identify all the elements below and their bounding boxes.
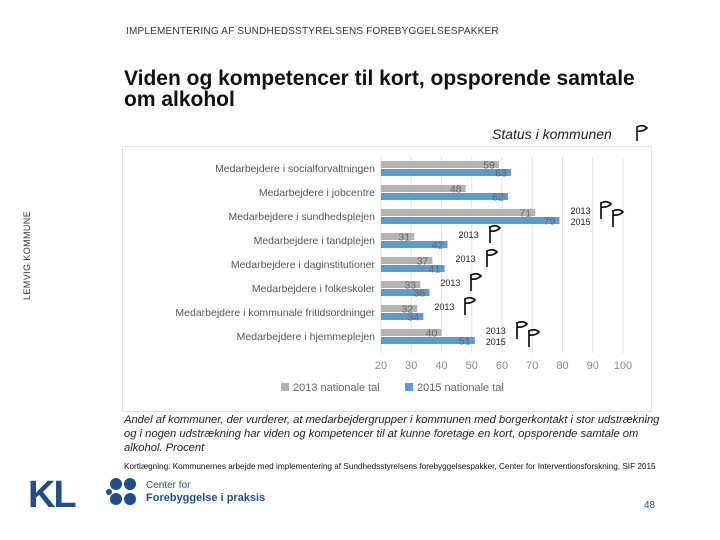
data-label: 79 [544,216,556,228]
x-tick-label: 60 [496,360,508,372]
year-marker-line: 2013 [458,230,479,240]
bar-2013 [381,209,536,216]
year-marker-text: 2013 [459,230,479,241]
data-label: 48 [450,184,462,196]
bar-2015 [381,313,424,320]
kl-logo: KL [28,474,77,516]
year-marker-line: 2013 [570,206,591,216]
legend-label: 2013 nationale tal [293,382,380,394]
bar-2015 [381,289,430,296]
year-marker-text: 2013 [434,302,454,313]
category-label: Medarbejdere i jobcentre [259,187,375,199]
data-label: 40 [426,328,438,340]
bar-2015 [381,217,560,224]
data-label: 33 [404,280,416,292]
legend-swatch [281,383,289,391]
x-tick-label: 20 [375,360,387,372]
x-tick-label: 100 [614,360,632,372]
data-label: 36 [414,288,426,300]
category-label: Medarbejdere i tandplejen [254,235,376,247]
status-label: Status i kommunen [492,126,612,142]
data-label: 31 [398,232,410,244]
category-label: Medarbejdere i socialforvaltningen [215,163,375,175]
flag-icon [487,224,503,249]
category-label: Medarbejdere i sundhedsplejen [228,211,375,223]
year-marker-line: 2013 [434,302,455,312]
logo-line-2: Forebyggelse i praksis [146,492,266,504]
data-label: 71 [519,208,531,220]
flag-icon [634,124,650,147]
bar-chart: 20 30 40 50 60 70 80 90 100 Medarbejdere i social… [175,157,632,394]
flag-icon [468,272,484,297]
year-marker-text: 2013 [440,278,460,289]
source-note: Kortlægning: Kommunernes arbejde med imp… [124,462,656,471]
x-tick-label: 50 [466,360,478,372]
flag-icon [514,320,530,345]
data-label: 59 [483,160,495,172]
bar-2013 [381,305,418,312]
clover-logo-icon [106,476,142,515]
bar-2013 [381,161,499,168]
center-logo-text: Center for Forebyggelse i praksis [146,480,265,504]
municipality-label: LEMVIG KOMMUNE [22,210,32,300]
category-label: Medarbejdere i hjemmeplejen [237,331,375,343]
data-label: 63 [495,168,507,180]
category-label: Medarbejdere i daginstitutioner [231,259,376,271]
data-label: 37 [417,256,429,268]
x-tick-label: 30 [405,360,417,372]
flag-icon [526,328,542,353]
year-marker-line: 2013 [440,278,461,288]
x-tick-label: 70 [526,360,538,372]
year-marker-text: 2013 [456,254,476,265]
data-label: 42 [432,240,444,252]
legend-label: 2015 nationale tal [417,382,504,394]
bar-2015 [381,169,512,176]
year-marker-text: 2013 2015 [486,326,506,348]
year-marker-line: 2013 [455,254,476,264]
year-marker-line: 2013 [485,326,506,336]
category-label: Medarbejdere i folkeskoler [252,283,376,295]
logo-line-1: Center for [146,480,191,491]
x-tick-label: 40 [435,360,447,372]
bar-2013 [381,329,442,336]
category-label: Medarbejdere i kommunale fritidsordninge… [175,307,375,319]
header-text: IMPLEMENTERING AF SUNDHEDSSTYRELSENS FOR… [126,26,499,37]
bar-2015 [381,265,445,272]
flag-icon [598,200,614,225]
x-tick-label: 90 [587,360,599,372]
data-label: 51 [459,336,471,348]
bar-2013 [381,185,466,192]
year-marker-line: 2015 [485,337,506,347]
year-marker-text: 2013 2015 [570,206,590,228]
flag-icon [484,248,500,273]
data-label: 62 [492,192,504,204]
x-tick-label: 80 [556,360,568,372]
page-number: 48 [644,500,656,511]
data-label: 32 [401,304,413,316]
bar-2015 [381,193,509,200]
data-label: 41 [429,264,441,276]
bar-2015 [381,241,448,248]
chart-caption: Andel af kommuner, der vurderer, at meda… [124,414,660,454]
year-marker-line: 2015 [570,217,591,227]
flag-icon [610,208,626,233]
bar-2013 [381,281,421,288]
data-label: 34 [408,312,420,324]
chart-area: 20 30 40 50 60 70 80 90 100 Medarbejdere i social… [122,146,652,412]
page-title: Viden og kompetencer til kort, opsporend… [124,67,635,111]
flag-icon [462,296,478,321]
legend-swatch [405,383,413,391]
bar-2015 [381,337,475,344]
bar-2013 [381,233,415,240]
bar-2013 [381,257,433,264]
